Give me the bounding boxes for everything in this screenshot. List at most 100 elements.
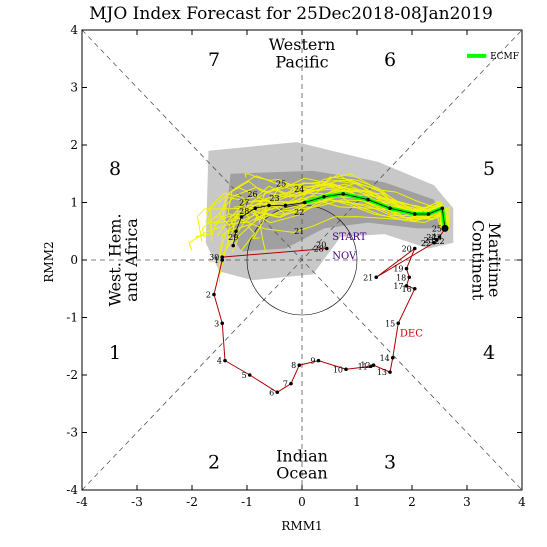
ensemble-member-trace	[258, 192, 447, 252]
observed-day-label: 28	[314, 245, 324, 254]
legend-label: ECMF	[490, 52, 519, 62]
region-label-top-line1: Western	[269, 35, 336, 54]
y-tick-label: 2	[70, 138, 78, 152]
observed-day-label: 2	[206, 291, 211, 300]
forecast-point	[388, 206, 392, 211]
observed-day-label: 30	[209, 253, 219, 262]
forecast-point	[426, 212, 431, 216]
observed-point	[297, 363, 302, 368]
forecast-point	[366, 197, 370, 202]
x-tick-label: 0	[298, 495, 306, 509]
observed-day-label: 15	[385, 319, 395, 328]
observed-point	[289, 381, 293, 386]
observed-point	[247, 373, 252, 377]
observed-day-label: 22	[421, 239, 431, 248]
observed-point	[220, 255, 225, 259]
forecast-day-label: 26	[247, 190, 257, 199]
forecast-day-label: 23	[269, 194, 279, 203]
x-tick-label: -4	[76, 495, 88, 509]
forecast-day-label: 21	[294, 227, 304, 236]
observed-day-label: 20	[402, 245, 412, 254]
month-label-dec: DEC	[400, 328, 423, 339]
observed-point	[437, 235, 442, 239]
phase-label-5: 5	[483, 158, 495, 180]
region-label-top-line2: Pacific	[275, 52, 328, 71]
observed-point	[434, 238, 439, 242]
forecast-point	[283, 203, 288, 208]
forecast-day-label: 20	[316, 240, 326, 249]
observed-day-label: 18	[396, 273, 406, 282]
observed-point	[404, 284, 409, 288]
observed-point	[368, 364, 373, 369]
observed-point	[407, 275, 412, 280]
forecast-point	[231, 243, 236, 248]
observed-day-label: 8	[291, 361, 296, 370]
y-tick-label: 1	[70, 196, 78, 210]
x-tick-label: -1	[241, 495, 253, 509]
phase-label-7: 7	[208, 49, 220, 71]
y-tick-label: -1	[66, 311, 78, 325]
observed-point	[316, 358, 321, 363]
observed-point	[324, 246, 329, 251]
y-tick-label: 4	[70, 23, 78, 37]
legend: ECMF	[467, 52, 519, 62]
forecast-day-label: 23	[432, 233, 442, 242]
forecast-point	[302, 200, 307, 205]
observed-day-label: 21	[363, 273, 373, 282]
forecast-day-label: 24	[294, 185, 304, 194]
ensemble-member-trace	[212, 188, 445, 232]
y-axis-label: RMM2	[42, 241, 56, 282]
x-tick-label: -3	[131, 495, 143, 509]
observed-day-label: 6	[269, 388, 274, 397]
x-tick-label: 4	[518, 495, 526, 509]
forecast-day-label: 28	[239, 207, 249, 216]
observed-point	[404, 266, 409, 271]
phase-label-8: 8	[109, 158, 121, 180]
y-tick-label: -3	[66, 426, 78, 440]
y-tick-label: -4	[66, 483, 78, 497]
phase-label-2: 2	[208, 451, 220, 473]
observed-day-label: 11	[358, 362, 368, 371]
forecast-day-label: 22	[434, 237, 444, 246]
observed-point	[220, 321, 225, 326]
forecast-day-label: 29	[228, 233, 238, 242]
region-label-right-line2: Continent	[469, 220, 488, 301]
forecast-point	[440, 206, 445, 211]
observed-point	[396, 321, 401, 326]
phase-label-1: 1	[109, 342, 121, 364]
x-tick-label: -2	[186, 495, 198, 509]
region-label-left-line2: and Africa	[122, 218, 141, 302]
forecast-day-label: 25	[276, 179, 286, 188]
observed-day-label: 10	[333, 365, 343, 374]
forecast-point	[234, 229, 238, 234]
observed-day-label: 12	[360, 361, 370, 370]
observed-day-label: 23	[424, 236, 434, 245]
region-label-left-line1: West. Hem.	[106, 213, 125, 306]
y-tick-label: 3	[70, 81, 78, 95]
forecast-point	[322, 194, 326, 199]
chart-title: MJO Index Forecast for 25Dec2018-08Jan20…	[89, 4, 493, 24]
observed-point	[212, 292, 216, 297]
observed-point	[412, 286, 417, 291]
observed-day-label: 13	[377, 368, 387, 377]
forecast-day-label: 27	[239, 198, 249, 207]
observed-day-label: 19	[393, 265, 403, 274]
observed-day-label: 9	[310, 357, 315, 366]
observed-point	[412, 246, 417, 251]
x-tick-label: 1	[353, 495, 361, 509]
ensemble-member-trace	[242, 173, 445, 227]
y-tick-label: 0	[70, 253, 78, 267]
y-tick-label: -2	[66, 368, 78, 382]
ensemble-member-trace	[209, 195, 446, 263]
forecast-day-label: 22	[294, 208, 304, 217]
observed-day-label: 4	[217, 357, 222, 366]
observed-point	[371, 363, 376, 368]
observed-day-label: 5	[242, 371, 247, 380]
region-label-bottom-line1: Indian	[276, 446, 328, 465]
observed-day-label: 24	[426, 233, 436, 242]
observed-point	[220, 258, 225, 262]
observed-point	[390, 355, 395, 360]
observed-point	[223, 358, 227, 363]
